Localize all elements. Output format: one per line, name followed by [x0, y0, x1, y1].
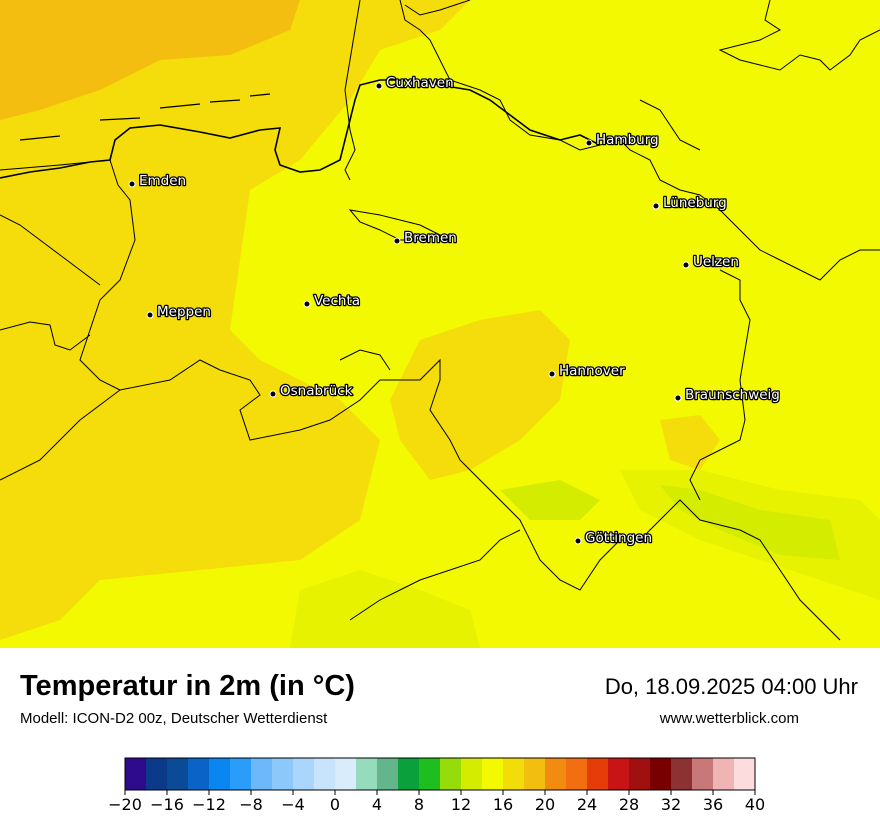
scale-swatch: [188, 758, 210, 790]
city-layer: Cuxhaven Hamburg Emden Lüneburg Bremen Uelzen…: [128, 74, 781, 547]
city-label: Vechta: [314, 293, 360, 309]
scale-swatch: [209, 758, 231, 790]
scale-tick-label: 24: [577, 795, 597, 814]
scale-swatch: [566, 758, 588, 790]
city-label: Hannover: [559, 363, 625, 379]
city-label: Göttingen: [585, 530, 652, 546]
scale-swatch: [293, 758, 315, 790]
city-marker: [128, 180, 136, 188]
city-label: Uelzen: [693, 254, 739, 270]
city-label: Braunschweig: [685, 387, 780, 403]
scale-swatch: [377, 758, 399, 790]
scale-tick-label: 20: [535, 795, 555, 814]
scale-swatch: [125, 758, 147, 790]
temperature-map: Cuxhaven Hamburg Emden Lüneburg Bremen Uelzen…: [0, 0, 880, 648]
scale-swatch: [503, 758, 525, 790]
scale-swatch: [356, 758, 378, 790]
scale-tick-label: −20: [108, 795, 142, 814]
scale-swatch: [629, 758, 651, 790]
city-marker: [393, 237, 401, 245]
city-marker: [548, 370, 556, 378]
scale-swatch: [461, 758, 483, 790]
scale-swatch: [335, 758, 357, 790]
map-title: Temperatur in 2m (in °C): [20, 670, 355, 702]
field-warm-central: [390, 310, 570, 480]
model-info: Modell: ICON-D2 00z, Deutscher Wetterdie…: [20, 710, 328, 727]
scale-swatch: [440, 758, 462, 790]
scale-swatch: [482, 758, 504, 790]
scale-tick-label: 8: [414, 795, 424, 814]
scale-tick-label: −8: [239, 795, 263, 814]
scale-tick-label: 32: [661, 795, 681, 814]
city-label: Lüneburg: [663, 195, 727, 211]
scale-swatch: [587, 758, 609, 790]
scale-tick-label: −12: [192, 795, 226, 814]
field-warm-west: [0, 0, 470, 640]
scale-frame: [124, 757, 756, 791]
scale-swatch: [398, 758, 420, 790]
scale-swatch: [251, 758, 273, 790]
scale-tick-label: 28: [619, 795, 639, 814]
scale-swatch: [314, 758, 336, 790]
scale-swatch: [692, 758, 714, 790]
city-label: Bremen: [404, 230, 457, 246]
scale-tick-label: 4: [372, 795, 382, 814]
borders: [0, 0, 880, 641]
city-marker: [674, 394, 682, 402]
coastline: [0, 79, 601, 241]
city-label: Cuxhaven: [386, 75, 454, 91]
website-link[interactable]: www.wetterblick.com: [659, 710, 799, 727]
scale-swatch: [671, 758, 693, 790]
city-label: Meppen: [157, 304, 211, 320]
city-marker: [585, 139, 593, 147]
city-marker: [303, 300, 311, 308]
city-marker: [574, 537, 582, 545]
city-label: Hamburg: [596, 132, 659, 148]
scale-swatch: [713, 758, 735, 790]
field-hot-corner: [0, 0, 300, 120]
city-marker: [682, 261, 690, 269]
scale-tick-label: 40: [745, 795, 765, 814]
scale-tick-label: 0: [330, 795, 340, 814]
scale-swatch: [167, 758, 189, 790]
scale-swatch: [608, 758, 630, 790]
scale-swatch: [545, 758, 567, 790]
scale-swatch: [524, 758, 546, 790]
city-marker: [269, 390, 277, 398]
scale-tick-label: −4: [281, 795, 305, 814]
field-warm-east: [660, 415, 720, 470]
scale-swatch: [419, 758, 441, 790]
scale-swatch: [146, 758, 168, 790]
scale-swatch: [272, 758, 294, 790]
city-marker: [375, 82, 383, 90]
scale-tick-label: −16: [150, 795, 184, 814]
scale-swatch: [650, 758, 672, 790]
color-scale: −20 −16 −12 −8 −4 0 4 8 12 16 20 24 28 32 36 40: [108, 757, 765, 814]
city-label: Osnabrück: [280, 383, 353, 399]
scale-tick-label: 36: [703, 795, 723, 814]
field-cooler-southeast: [660, 485, 840, 560]
scale-swatch: [230, 758, 252, 790]
city-label: Emden: [139, 173, 186, 189]
scale-swatch: [734, 758, 756, 790]
city-marker: [652, 202, 660, 210]
scale-tick-label: 12: [451, 795, 471, 814]
field-cool-south: [290, 570, 480, 648]
field-cool-south2: [500, 480, 600, 520]
forecast-datetime: Do, 18.09.2025 04:00 Uhr: [604, 674, 858, 699]
scale-tick-label: 16: [493, 795, 513, 814]
city-marker: [146, 311, 154, 319]
